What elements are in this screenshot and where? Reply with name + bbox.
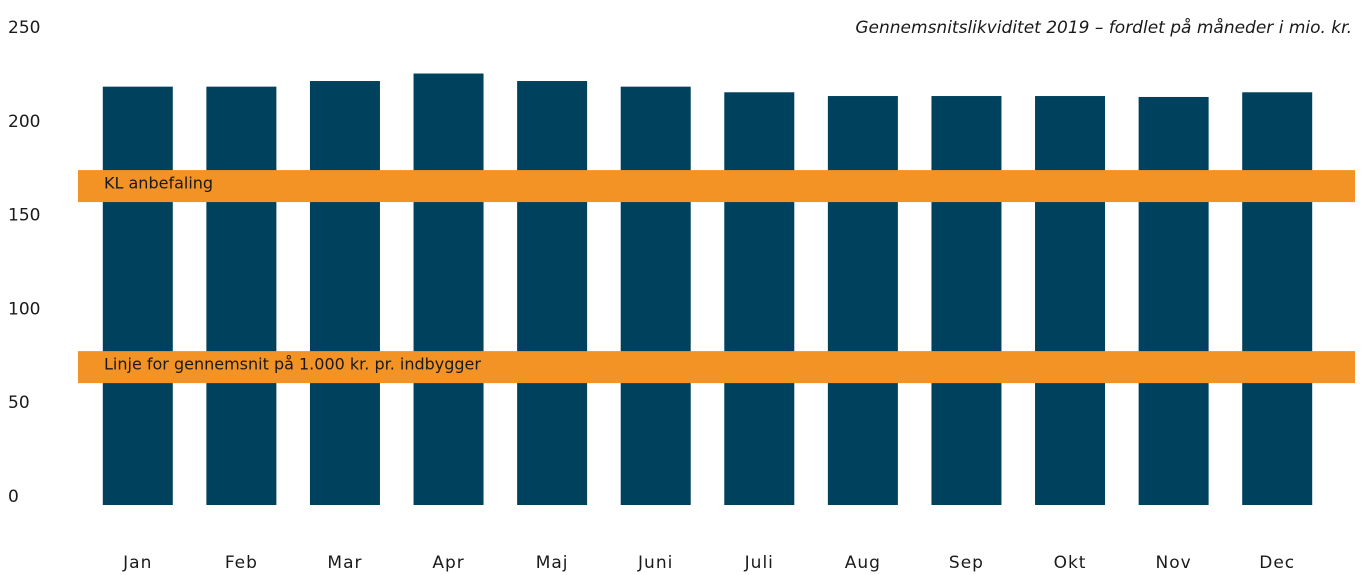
bar (1138, 96, 1209, 505)
x-tick-label: Nov (1156, 553, 1192, 573)
bar (309, 81, 380, 506)
bar (413, 73, 484, 506)
x-tick-label: Jan (122, 553, 152, 573)
bar (1242, 92, 1313, 505)
x-tick-label: Mar (327, 553, 362, 573)
bar (206, 86, 277, 505)
x-tick-label: Maj (536, 553, 569, 573)
reference-label: Linje for gennemsnit på 1.000 kr. pr. in… (104, 355, 481, 374)
bar (517, 81, 588, 506)
y-tick-label: 0 (8, 487, 19, 507)
x-tick-label: Juli (744, 553, 774, 573)
x-tick-label: Aug (845, 553, 881, 573)
x-tick-label: Dec (1259, 553, 1295, 573)
reference-band (78, 351, 1355, 384)
y-tick-label: 200 (8, 112, 40, 132)
x-tick-label: Feb (225, 553, 258, 573)
y-tick-label: 100 (8, 299, 40, 319)
chart-title: Gennemsnitslikviditet 2019 – fordlet på … (855, 17, 1352, 38)
bar (931, 96, 1002, 506)
bar (620, 86, 691, 505)
x-tick-label: Okt (1054, 553, 1087, 573)
y-tick-label: 50 (8, 393, 30, 413)
bar (724, 92, 795, 505)
y-tick-label: 150 (8, 206, 40, 226)
bar (102, 86, 173, 505)
x-tick-label: Juni (637, 553, 673, 573)
bar (827, 96, 898, 506)
reference-band (78, 170, 1355, 203)
bar (1035, 96, 1106, 506)
reference-label: KL anbefaling (104, 174, 213, 193)
x-tick-label: Apr (432, 553, 464, 573)
y-tick-label: 250 (8, 18, 40, 38)
x-tick-label: Sep (949, 553, 984, 573)
